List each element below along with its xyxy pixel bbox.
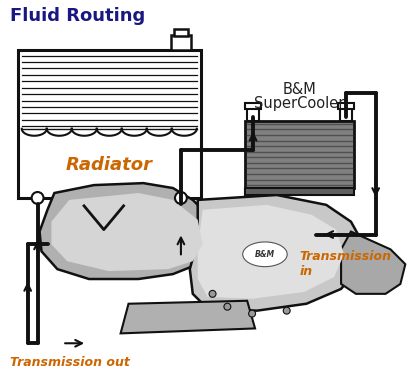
Polygon shape bbox=[198, 205, 344, 299]
Bar bbox=[18, 50, 201, 198]
Circle shape bbox=[283, 307, 290, 314]
Text: SuperCooler: SuperCooler bbox=[254, 96, 345, 111]
Circle shape bbox=[175, 192, 187, 204]
Bar bbox=[245, 121, 354, 188]
Bar bbox=[340, 107, 352, 121]
Bar bbox=[247, 107, 259, 121]
Circle shape bbox=[224, 303, 231, 310]
Ellipse shape bbox=[243, 242, 287, 267]
Polygon shape bbox=[39, 183, 215, 279]
Text: B&M: B&M bbox=[255, 250, 275, 259]
Bar bbox=[171, 35, 191, 50]
Polygon shape bbox=[341, 231, 405, 294]
Bar bbox=[338, 103, 354, 109]
Bar bbox=[174, 29, 188, 36]
Text: Radiator: Radiator bbox=[66, 156, 153, 174]
Text: Transmission
in: Transmission in bbox=[300, 250, 391, 278]
Polygon shape bbox=[121, 301, 255, 333]
Text: B&M: B&M bbox=[283, 82, 316, 97]
Polygon shape bbox=[190, 195, 361, 311]
Circle shape bbox=[209, 290, 216, 297]
Circle shape bbox=[32, 192, 44, 204]
Polygon shape bbox=[51, 193, 203, 271]
Text: Transmission out: Transmission out bbox=[10, 356, 130, 369]
Bar bbox=[245, 188, 354, 195]
Text: Fluid Routing: Fluid Routing bbox=[10, 7, 145, 25]
Bar bbox=[245, 103, 261, 109]
Circle shape bbox=[249, 310, 256, 317]
